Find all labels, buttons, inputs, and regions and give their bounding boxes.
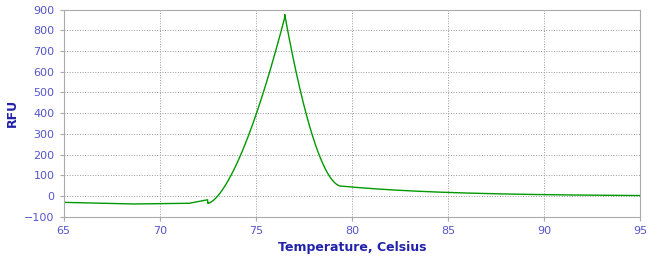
Y-axis label: RFU: RFU <box>6 99 18 127</box>
X-axis label: Temperature, Celsius: Temperature, Celsius <box>278 242 426 255</box>
